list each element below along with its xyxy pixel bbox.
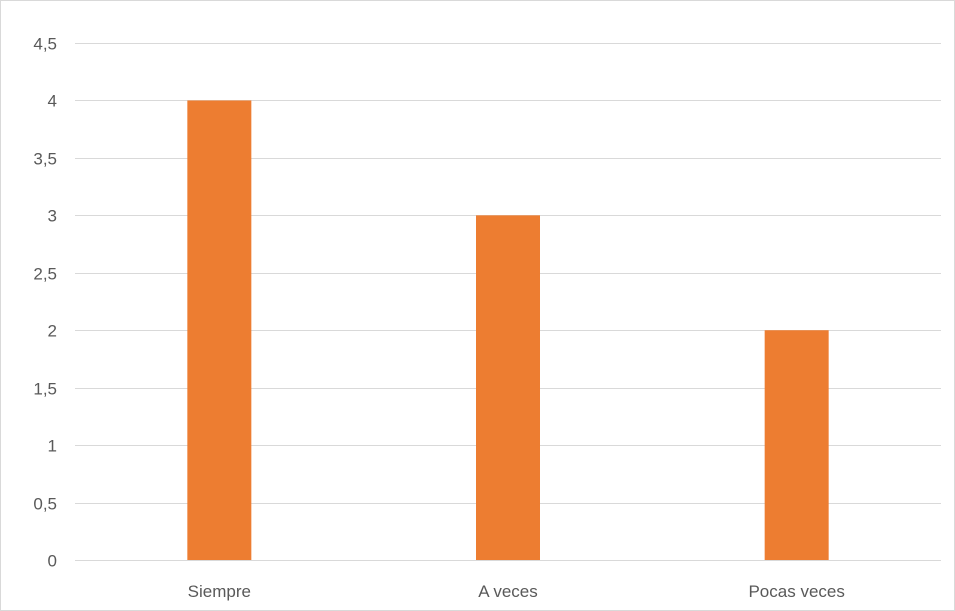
y-tick-label: 4,5 bbox=[33, 35, 57, 54]
x-category-label: A veces bbox=[478, 582, 538, 601]
x-category-label: Pocas veces bbox=[748, 582, 844, 601]
bar bbox=[476, 215, 540, 561]
y-tick-label: 2,5 bbox=[33, 265, 57, 284]
y-tick-label: 3 bbox=[48, 207, 57, 226]
y-axis-tick-labels: 0 0,5 1 1,5 2 2,5 3 3,5 4 4,5 bbox=[33, 35, 57, 571]
y-tick-label: 3,5 bbox=[33, 150, 57, 169]
y-tick-label: 0 bbox=[48, 552, 57, 571]
x-axis-category-labels: Siempre A veces Pocas veces bbox=[188, 582, 845, 601]
y-tick-label: 0,5 bbox=[33, 495, 57, 514]
y-tick-label: 2 bbox=[48, 322, 57, 341]
y-tick-label: 4 bbox=[48, 92, 57, 111]
y-tick-label: 1 bbox=[48, 437, 57, 456]
y-tick-label: 1,5 bbox=[33, 380, 57, 399]
x-category-label: Siempre bbox=[188, 582, 251, 601]
bar bbox=[187, 100, 252, 560]
bar bbox=[764, 330, 829, 560]
bars bbox=[187, 100, 829, 561]
